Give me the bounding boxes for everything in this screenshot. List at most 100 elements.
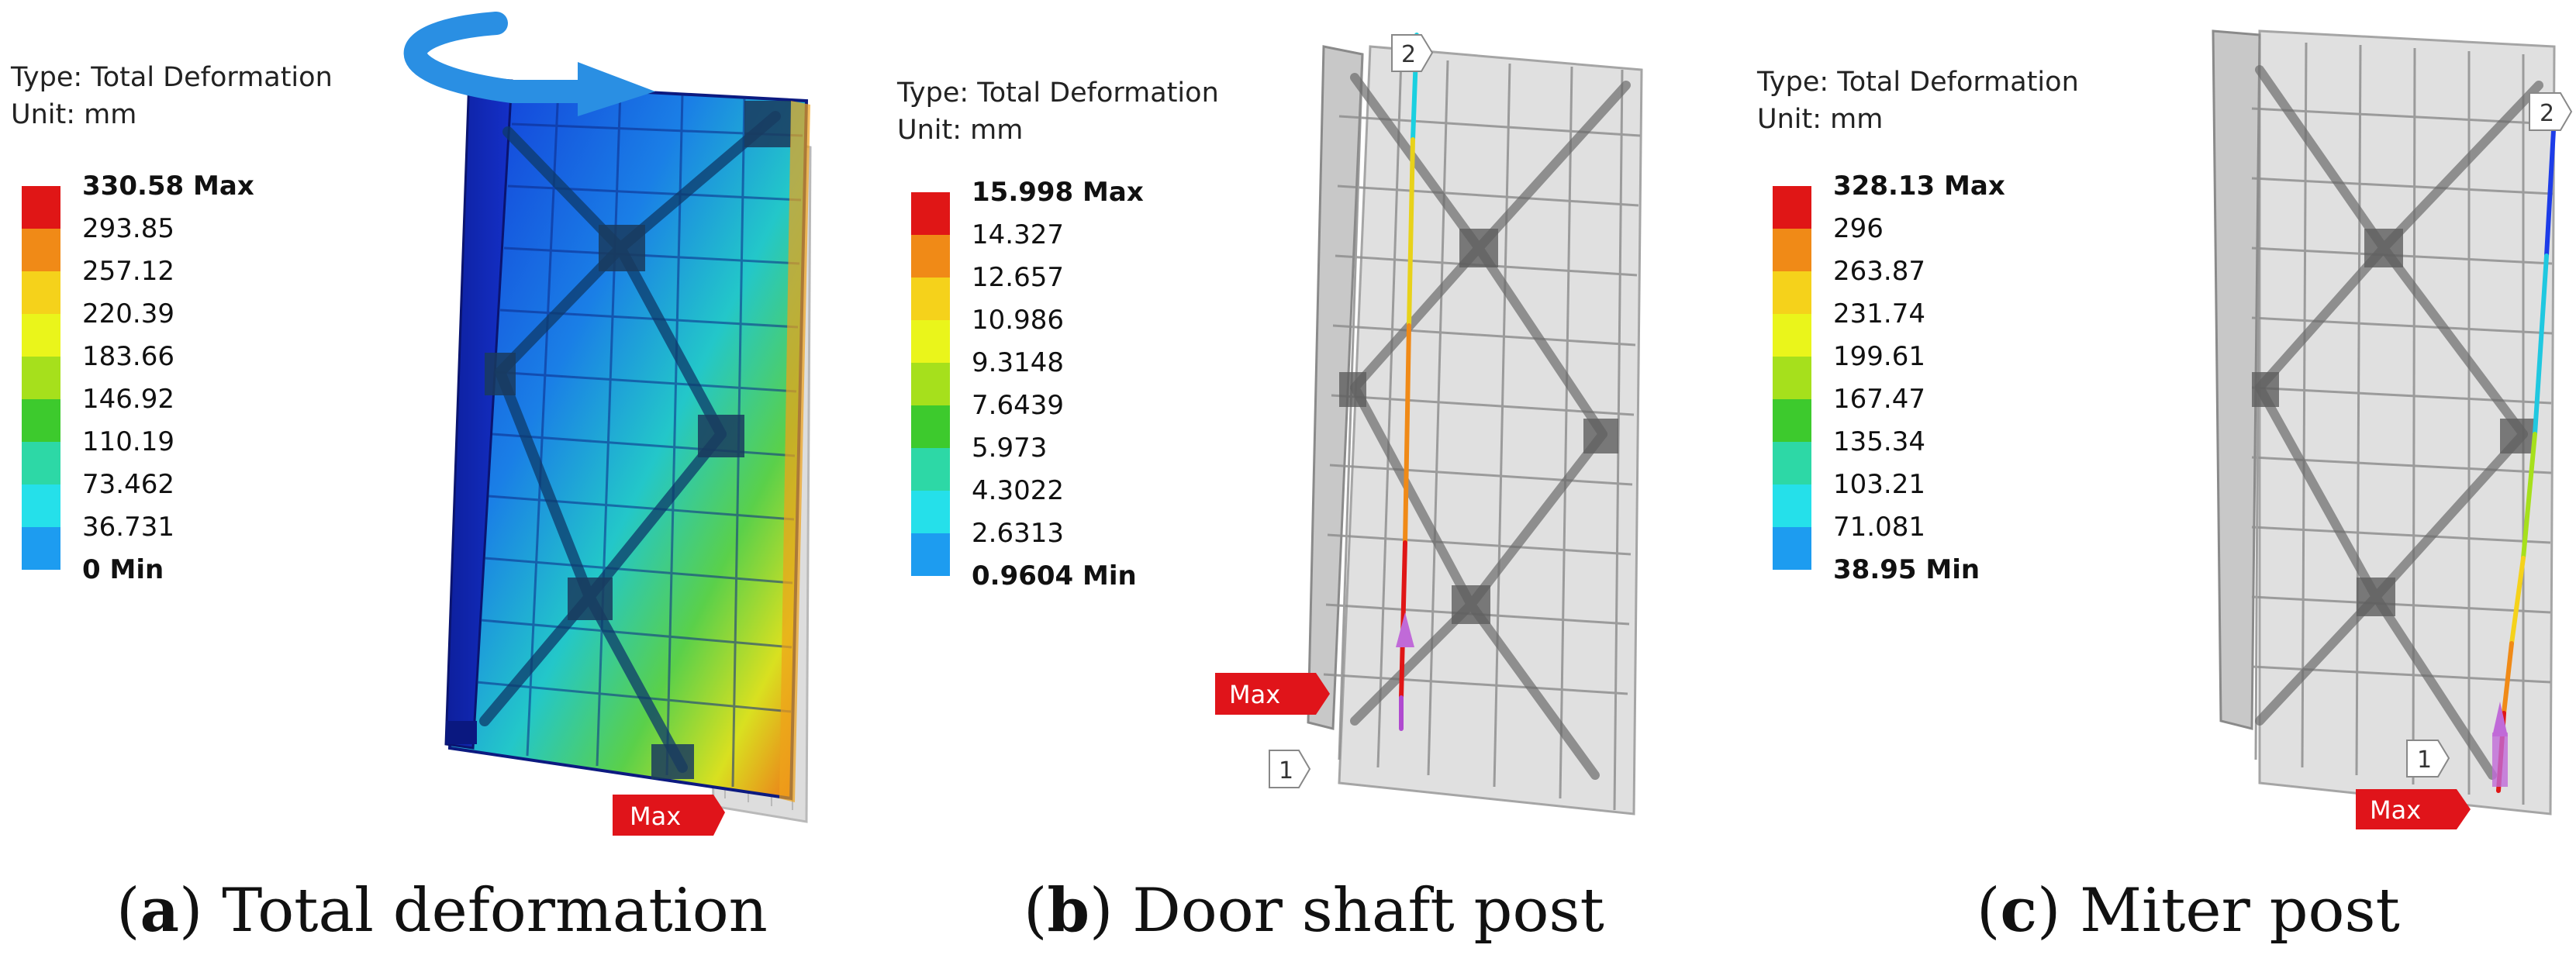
gate-rear-plate — [2258, 29, 2556, 815]
legend-tick: 257.12 — [82, 256, 174, 287]
legend-swatch — [22, 229, 60, 271]
legend-tick: 5.973 — [972, 433, 1048, 464]
legend-swatch — [1773, 357, 1811, 399]
gate-left-frame — [2212, 29, 2261, 730]
point-1-marker: 1 — [2406, 740, 2450, 778]
gate-diagonal-braces — [1350, 73, 1631, 780]
legend-tick: 183.66 — [82, 341, 174, 372]
legend-swatch — [1773, 442, 1811, 484]
point-2-label: 2 — [2540, 100, 2554, 127]
legend-swatch — [1773, 186, 1811, 229]
legend-swatch — [911, 278, 950, 320]
max-marker: Max — [2356, 789, 2471, 829]
legend-tick: 10.986 — [972, 305, 1064, 336]
probe-arrow-icon — [1396, 612, 1414, 647]
caption-letter: b — [1047, 875, 1089, 946]
max-marker: Max — [613, 795, 725, 836]
caption-a: (a) Total deformation — [116, 875, 768, 946]
caption-text: Door shaft post — [1132, 876, 1604, 946]
legend-tick: 220.39 — [82, 298, 174, 329]
panel-door-shaft-post: Type: Total Deformation Unit: mm 15.998 … — [858, 0, 1717, 962]
max-marker-label: Max — [2370, 795, 2421, 825]
point-1-label: 1 — [1279, 757, 1293, 784]
gate-model-wireframe: 2 1 Max — [1215, 33, 1643, 815]
legend-unit-label: Unit: mm — [11, 99, 137, 130]
legend-swatch — [1773, 314, 1811, 357]
probe-stem — [2492, 733, 2508, 787]
legend-tick: 9.3148 — [972, 347, 1064, 378]
max-marker: Max — [1215, 673, 1330, 715]
legend-swatch — [22, 314, 60, 357]
panel-miter-post: Type: Total Deformation Unit: mm 328.13 … — [1717, 0, 2576, 962]
legend-tick: 14.327 — [972, 219, 1064, 250]
legend-swatch — [911, 320, 950, 363]
legend-max-label: 330.58 Max — [82, 171, 254, 202]
point-2-marker: 2 — [2529, 92, 2573, 131]
legend-unit-label: Unit: mm — [897, 115, 1024, 146]
legend-tick: 110.19 — [82, 426, 174, 457]
legend-min-label: 0.9604 Min — [972, 560, 1137, 591]
panel-total-deformation: Type: Total Deformation Unit: mm 330.58 … — [0, 0, 858, 962]
gate-model-wireframe: 2 1 Max — [2212, 29, 2573, 829]
legend-swatch — [1773, 527, 1811, 570]
legend-swatch — [22, 442, 60, 484]
legend-unit-label: Unit: mm — [1757, 104, 1884, 135]
gate-joint-blocks — [1339, 229, 1618, 624]
caption-b: (b) Door shaft post — [1024, 875, 1604, 946]
legend-tick: 296 — [1833, 213, 1884, 244]
legend-type-label: Type: Total Deformation — [1757, 67, 2079, 98]
point-2-label: 2 — [1401, 41, 1416, 68]
gate-model-colored: Max — [403, 12, 812, 836]
legend-swatch — [911, 192, 950, 235]
legend-swatch — [22, 484, 60, 527]
legend-max-label: 328.13 Max — [1833, 171, 2005, 202]
legend-swatch — [911, 235, 950, 278]
legend-tick: 103.21 — [1833, 469, 1925, 500]
max-marker-label: Max — [1229, 680, 1280, 709]
legend-tick: 263.87 — [1833, 256, 1925, 287]
legend-tick: 146.92 — [82, 384, 174, 415]
legend-swatch — [911, 405, 950, 448]
caption-letter: c — [2000, 875, 2037, 946]
gate-stiffener-grid — [476, 88, 803, 788]
legend-swatch — [1773, 229, 1811, 271]
caption-letter: a — [140, 875, 179, 946]
legend-swatch — [911, 491, 950, 533]
legend-tick: 293.85 — [82, 213, 174, 244]
legend-swatch — [911, 448, 950, 491]
legend-swatch — [911, 533, 950, 576]
point-1-marker: 1 — [1269, 750, 1311, 788]
legend-swatch — [22, 186, 60, 229]
legend-swatch — [22, 271, 60, 314]
legend-tick: 36.731 — [82, 512, 174, 543]
legend-min-label: 0 Min — [82, 554, 164, 585]
rotation-arrow-icon — [403, 12, 655, 116]
point-2-marker: 2 — [1391, 34, 1434, 72]
legend-tick: 167.47 — [1833, 384, 1925, 415]
gate-base-block — [446, 721, 477, 744]
legend-swatch — [22, 357, 60, 399]
legend-tick: 135.34 — [1833, 426, 1925, 457]
caption-text: Miter post — [2080, 876, 2400, 946]
legend-tick: 4.3022 — [972, 475, 1064, 506]
legend-tick: 231.74 — [1833, 298, 1925, 329]
legend-swatch — [1773, 271, 1811, 314]
legend-tick: 7.6439 — [972, 390, 1064, 421]
gate-diagonal-braces — [2255, 65, 2543, 780]
legend-tick: 73.462 — [82, 469, 174, 500]
gate-rear-plate — [1338, 45, 1643, 815]
gate-joint-blocks — [2252, 229, 2535, 616]
gate-right-edge — [779, 101, 810, 802]
legend-min-label: 38.95 Min — [1833, 554, 1980, 585]
legend-tick: 12.657 — [972, 262, 1064, 293]
legend-type-label: Type: Total Deformation — [11, 62, 333, 93]
legend-swatch — [1773, 399, 1811, 442]
probe-arrow-icon — [2492, 702, 2508, 736]
caption-text: Total deformation — [222, 876, 768, 946]
point-1-label: 1 — [2417, 746, 2432, 774]
legend-swatch — [22, 527, 60, 570]
gate-joint-blocks — [485, 101, 791, 779]
legend-swatch — [911, 363, 950, 405]
legend-tick: 71.081 — [1833, 512, 1925, 543]
max-marker-label: Max — [630, 802, 681, 831]
